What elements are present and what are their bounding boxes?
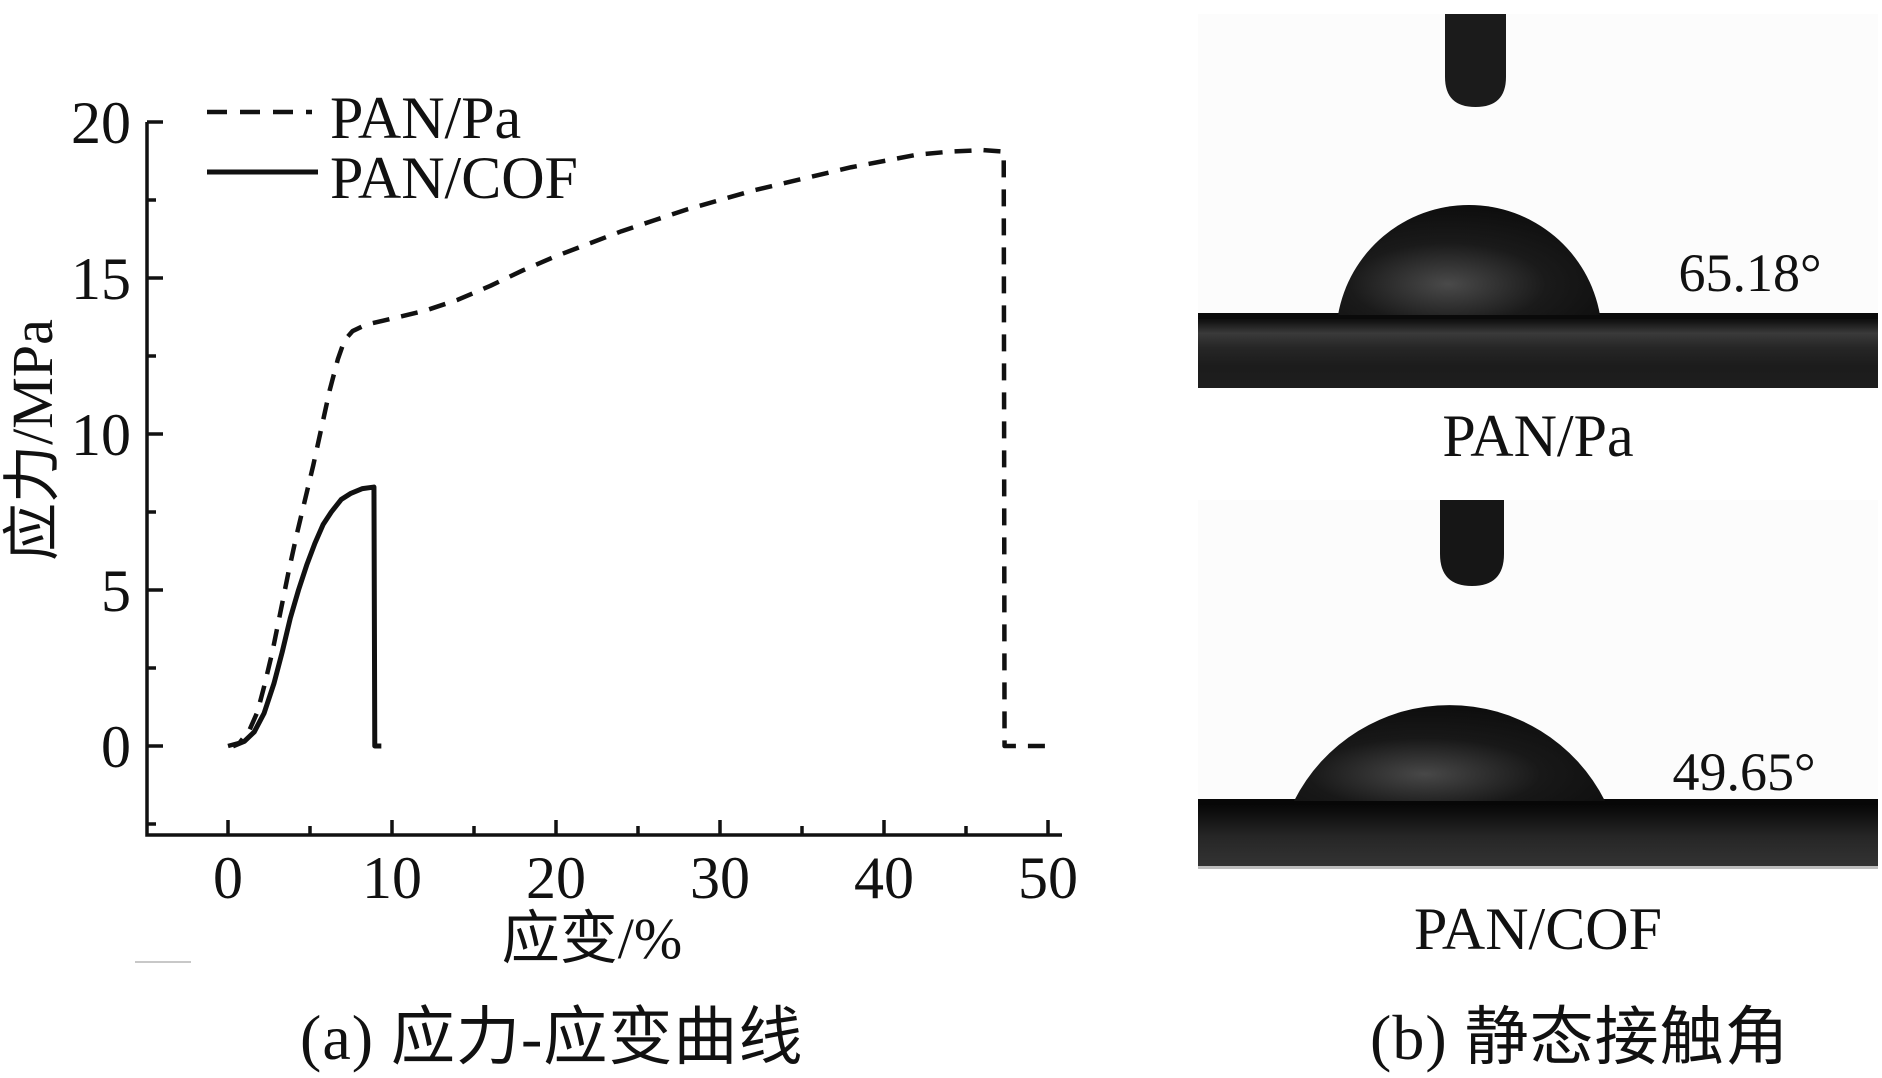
series-pan-pa bbox=[227, 147, 1047, 749]
contact-angle-photo-pan-pa: 65.18° bbox=[1198, 14, 1878, 388]
series-pan-cof bbox=[231, 484, 382, 749]
legend-label-pan-cof: PAN/COF bbox=[330, 145, 578, 211]
substrate-surface-line bbox=[1198, 799, 1878, 805]
water-droplet bbox=[1294, 705, 1605, 801]
y-tick-label: 15 bbox=[71, 246, 131, 312]
x-tick-label: 0 bbox=[213, 845, 243, 911]
y-tick-label: 0 bbox=[101, 714, 131, 780]
axes bbox=[145, 122, 1062, 837]
x-tick-label: 50 bbox=[1018, 845, 1078, 911]
x-tick-label: 40 bbox=[854, 845, 914, 911]
y-tick-label: 5 bbox=[101, 558, 131, 624]
panel-a-caption: (a) 应力-应变曲线 bbox=[300, 1002, 804, 1073]
substrate-surface-line bbox=[1198, 313, 1878, 319]
x-tick-label: 20 bbox=[526, 845, 586, 911]
contact-angle-photo-pan-cof: 49.65° bbox=[1198, 500, 1878, 869]
legend-label-pan-pa: PAN/Pa bbox=[330, 85, 521, 151]
y-tick-label: 20 bbox=[71, 90, 131, 156]
substrate bbox=[1198, 315, 1878, 388]
dosing-needle-icon bbox=[1440, 500, 1504, 586]
substrate bbox=[1198, 801, 1878, 866]
chart-legend: PAN/Pa PAN/COF bbox=[207, 85, 578, 211]
y-axis-title: 应力/MPa bbox=[0, 319, 65, 561]
water-droplet bbox=[1338, 204, 1600, 315]
panel-b-caption: (b) 静态接触角 bbox=[1370, 1002, 1790, 1073]
photo-1-label: PAN/Pa bbox=[1442, 403, 1634, 469]
contact-angle-value: 49.65° bbox=[1672, 742, 1815, 802]
stray-gray-line bbox=[135, 961, 191, 963]
photo-2-label: PAN/COF bbox=[1414, 896, 1662, 962]
y-tick-label: 10 bbox=[71, 402, 131, 468]
x-tick-label: 30 bbox=[690, 845, 750, 911]
dosing-needle-icon bbox=[1445, 14, 1506, 107]
contact-angle-value: 65.18° bbox=[1678, 243, 1821, 303]
x-axis-title: 应变/% bbox=[502, 906, 682, 971]
x-tick-label: 10 bbox=[362, 845, 422, 911]
chart-dynamic-layer: 0 10 20 30 40 50 0 5 10 15 20 bbox=[71, 90, 1078, 911]
